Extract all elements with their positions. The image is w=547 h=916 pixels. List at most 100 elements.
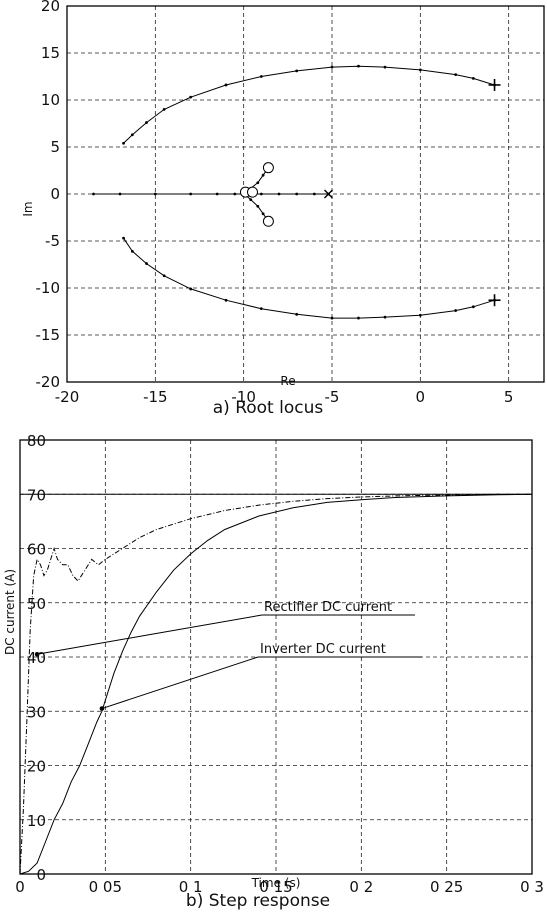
locus-point <box>261 212 265 216</box>
locus-point <box>224 83 228 87</box>
locus-point <box>454 309 458 312</box>
locus-point <box>256 181 260 185</box>
x-tick-label: -15 <box>143 388 168 406</box>
root-locus-plot-frame <box>66 5 545 383</box>
pole-marker <box>323 189 333 199</box>
locus-point <box>357 316 360 320</box>
inverter-current-line <box>19 493 533 875</box>
locus-point <box>118 192 122 196</box>
zero-marker <box>262 215 274 227</box>
locus-point <box>189 192 193 196</box>
root-locus-branches <box>92 64 496 320</box>
locus-point <box>122 141 125 145</box>
y-tick-label: 10 <box>27 812 46 830</box>
locus-point <box>259 75 263 78</box>
locus-point <box>471 305 475 309</box>
root-locus-tick-labels: -20 -15 -10 -5 0 5 20 15 10 5 0 -5 -10 -15 -20 <box>36 0 514 406</box>
locus-branch <box>123 237 495 319</box>
rectifier-annotation: Rectifier DC current <box>34 600 415 657</box>
pole-marker <box>488 294 501 307</box>
x-tick-label: 0 <box>15 878 25 896</box>
y-tick-label: 10 <box>41 91 60 109</box>
x-tick-label: 5 <box>504 388 514 406</box>
root-locus-ylabel: Im <box>21 201 35 216</box>
inverter-annotation: Inverter DC current <box>99 642 422 711</box>
y-tick-label: 5 <box>50 138 60 156</box>
locus-point <box>261 173 265 177</box>
locus-point <box>256 204 260 208</box>
root-locus-xlabel: Re <box>280 374 295 388</box>
y-tick-label: 0 <box>50 185 60 203</box>
annotation-label: Inverter DC current <box>260 642 386 657</box>
root-locus-markers <box>239 78 501 307</box>
x-tick-label: 0 05 <box>89 878 122 896</box>
x-tick-label: 0 2 <box>349 878 373 896</box>
locus-point <box>130 249 134 253</box>
y-tick-label: 70 <box>27 486 46 504</box>
locus-point <box>145 262 148 265</box>
locus-point <box>471 76 475 80</box>
locus-point <box>145 121 148 124</box>
locus-point <box>189 287 193 291</box>
x-tick-label: -5 <box>325 388 340 406</box>
pole-marker <box>488 78 501 91</box>
locus-point <box>454 73 458 77</box>
zero-marker <box>262 162 274 174</box>
locus-point <box>330 316 334 320</box>
step-response-series <box>19 493 533 875</box>
y-tick-label: 60 <box>27 541 46 559</box>
locus-point <box>92 192 95 196</box>
y-tick-label: 40 <box>27 649 46 667</box>
y-tick-label: 20 <box>41 0 60 15</box>
locus-point <box>295 69 299 73</box>
step-response-tick-labels: 0 0 05 0 1 0 15 0 2 0 25 0 3 80 70 60 50 40 30 20 10 0 <box>15 432 544 896</box>
x-tick-label: 0 3 <box>520 878 544 896</box>
locus-point <box>189 95 193 99</box>
root-locus-chart: -20 -15 -10 -5 0 5 20 15 10 5 0 -5 -10 -15 -20 Re Im a… <box>21 0 545 418</box>
locus-point <box>162 108 166 111</box>
step-response-plot-frame <box>19 439 533 875</box>
rectifier-current-line <box>19 493 532 875</box>
locus-branch <box>123 65 495 144</box>
x-tick-label: 0 25 <box>430 878 463 896</box>
step-response-xlabel: Time (s) <box>251 876 301 890</box>
locus-point <box>330 65 334 69</box>
y-tick-label: -20 <box>36 373 61 391</box>
y-tick-label: -15 <box>36 326 61 344</box>
locus-point <box>418 313 422 317</box>
locus-point <box>259 307 263 311</box>
y-tick-label: 80 <box>27 432 46 450</box>
x-tick-label: -10 <box>231 388 256 406</box>
locus-point <box>130 133 134 137</box>
y-tick-label: -10 <box>36 279 61 297</box>
locus-point <box>357 64 360 68</box>
locus-point <box>249 198 253 202</box>
locus-point <box>295 312 299 316</box>
locus-point <box>383 65 387 69</box>
locus-point <box>312 192 316 196</box>
x-tick-label: 0 <box>416 388 426 406</box>
locus-point <box>162 274 166 278</box>
y-tick-label: 0 <box>36 866 46 884</box>
locus-point <box>259 192 263 196</box>
step-response-ylabel: DC current (A) <box>3 569 17 655</box>
y-tick-label: 15 <box>41 44 60 62</box>
locus-point <box>418 68 422 72</box>
locus-point <box>215 192 219 196</box>
locus-point <box>224 298 228 302</box>
y-tick-label: -5 <box>45 232 60 250</box>
y-tick-label: 30 <box>27 703 46 721</box>
x-tick-label: 0 15 <box>259 878 292 896</box>
locus-point <box>383 315 387 319</box>
y-tick-label: 50 <box>27 595 46 613</box>
step-response-annotations: Rectifier DC current Inverter DC current <box>34 600 422 711</box>
locus-point <box>233 192 237 196</box>
zero-marker <box>247 186 258 198</box>
locus-point <box>295 192 299 196</box>
x-tick-label: -20 <box>55 388 80 406</box>
root-locus-caption: a) Root locus <box>213 398 324 418</box>
locus-point <box>277 192 281 196</box>
step-response-caption: b) Step response <box>186 891 330 911</box>
